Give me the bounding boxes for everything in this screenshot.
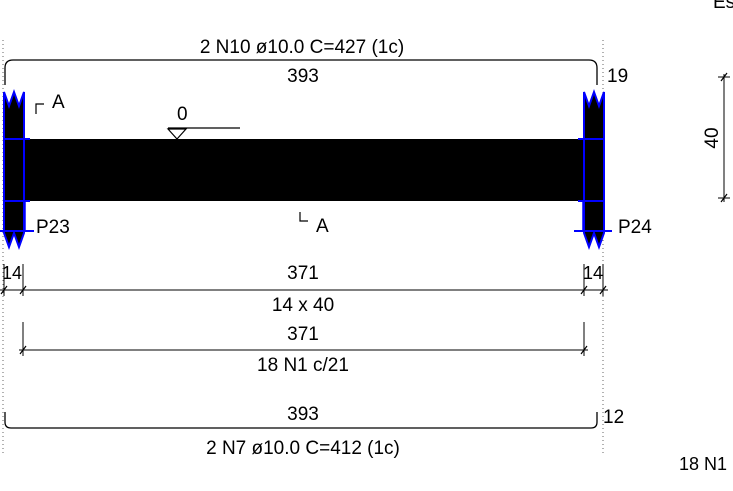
stirrup-span: 371 [287, 324, 319, 345]
cross-section-stirrup-label: 18 N1 [679, 454, 727, 474]
span-dim-clear-span: 371 [287, 263, 319, 284]
span-dimension: 14 371 14 14 x 40 [0, 263, 608, 316]
bottom-rebar-length: 393 [287, 404, 319, 425]
top-rebar-length: 393 [287, 66, 319, 87]
stirrup-dim-slash-left [19, 345, 27, 355]
height-dim-slash-bottom [720, 193, 728, 203]
stirrup-dim-slash-right [580, 345, 588, 355]
section-mark-bottom-symbol [299, 212, 308, 222]
stirrup-dimension: 371 18 N1 c/21 [19, 322, 588, 376]
top-rebar-hook: 19 [607, 66, 628, 87]
level-mark: 0 [166, 104, 240, 140]
span-dim-slash-3 [580, 285, 588, 295]
cross-section-panel: Es 40 18 N1 [679, 0, 733, 474]
bottom-rebar-title: 2 N7 ø10.0 C=412 (1c) [206, 438, 400, 459]
support-right-label: P24 [618, 217, 652, 238]
top-rebar-line [4, 59, 598, 85]
height-dim-label: 40 [702, 127, 723, 148]
section-mark-top-label: A [52, 92, 65, 113]
top-rebar: 2 N10 ø10.0 C=427 (1c) 393 19 [4, 37, 628, 87]
section-mark-top: A [35, 92, 65, 114]
bottom-rebar: 393 12 2 N7 ø10.0 C=412 (1c) [4, 404, 624, 459]
beam-body [4, 139, 604, 201]
span-dim-slash-4 [599, 285, 607, 295]
support-left [0, 89, 34, 250]
support-right-shape [583, 89, 605, 250]
support-right [574, 89, 612, 250]
top-rebar-title: 2 N10 ø10.0 C=427 (1c) [200, 37, 404, 58]
level-triangle-icon [166, 128, 188, 140]
span-dim-left-support: 14 [2, 263, 22, 283]
corner-text: Es [713, 0, 733, 13]
section-mark-top-symbol [35, 103, 44, 114]
level-label: 0 [177, 104, 188, 125]
support-left-label: P23 [36, 217, 70, 238]
support-left-shape [3, 89, 25, 250]
bottom-rebar-line [4, 412, 598, 429]
span-dim-slash-1 [0, 285, 8, 295]
section-mark-bottom-label: A [316, 216, 329, 237]
span-dim-right-support: 14 [583, 263, 603, 283]
bottom-rebar-hook: 12 [603, 407, 624, 428]
section-size-label: 14 x 40 [272, 295, 334, 316]
section-mark-bottom: A [299, 212, 329, 237]
height-dim-slash-top [720, 72, 728, 82]
stirrup-label: 18 N1 c/21 [257, 355, 349, 376]
span-dim-slash-2 [19, 285, 27, 295]
